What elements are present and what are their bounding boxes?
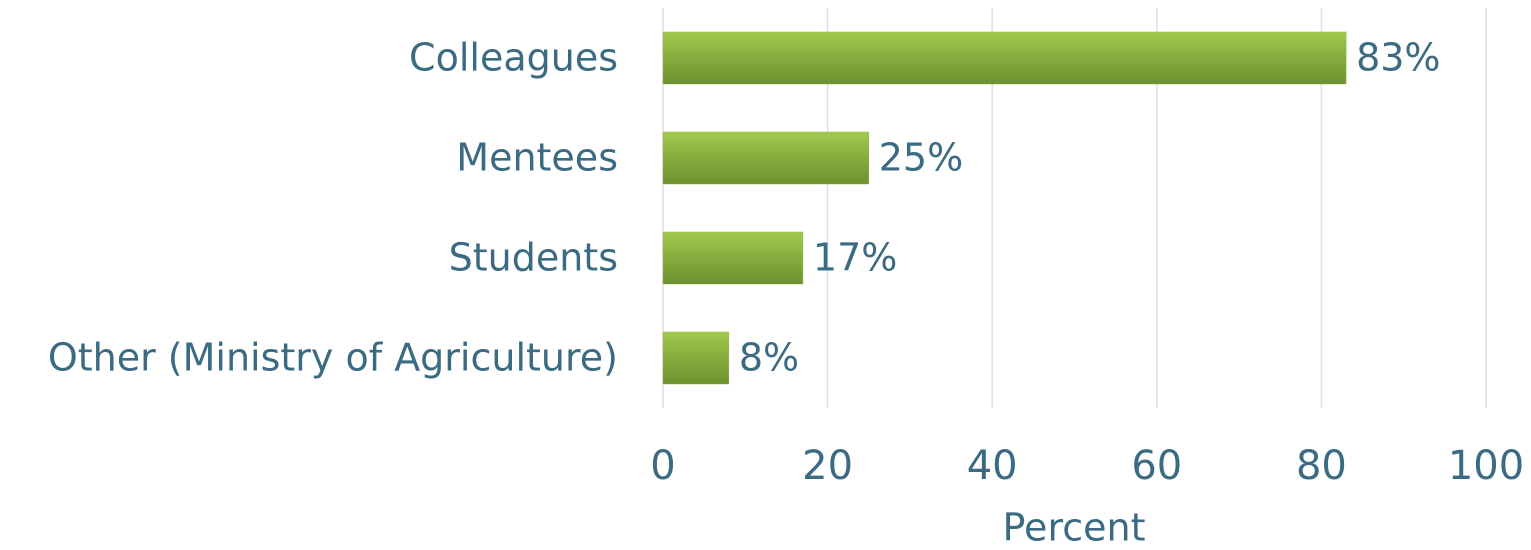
data-label: 17% bbox=[813, 236, 897, 280]
bar bbox=[662, 231, 804, 285]
x-tick-label: 40 bbox=[967, 443, 1018, 489]
bar bbox=[662, 31, 1347, 85]
y-tick-label: Colleagues bbox=[409, 36, 618, 80]
data-label: 8% bbox=[739, 336, 799, 380]
x-axis-label: Percent bbox=[1003, 506, 1146, 550]
x-tick-label: 60 bbox=[1131, 443, 1182, 489]
bar bbox=[662, 131, 869, 185]
y-tick-label: Mentees bbox=[456, 136, 618, 180]
x-tick-label: 100 bbox=[1448, 443, 1524, 489]
data-label: 25% bbox=[879, 136, 963, 180]
data-label: 83% bbox=[1356, 36, 1440, 80]
x-tick-label: 20 bbox=[802, 443, 853, 489]
x-tick-label: 0 bbox=[650, 443, 675, 489]
y-tick-label: Students bbox=[449, 236, 618, 280]
y-tick-label: Other (Ministry of Agriculture) bbox=[48, 336, 618, 380]
bar bbox=[662, 331, 730, 385]
x-tick-label: 80 bbox=[1296, 443, 1347, 489]
